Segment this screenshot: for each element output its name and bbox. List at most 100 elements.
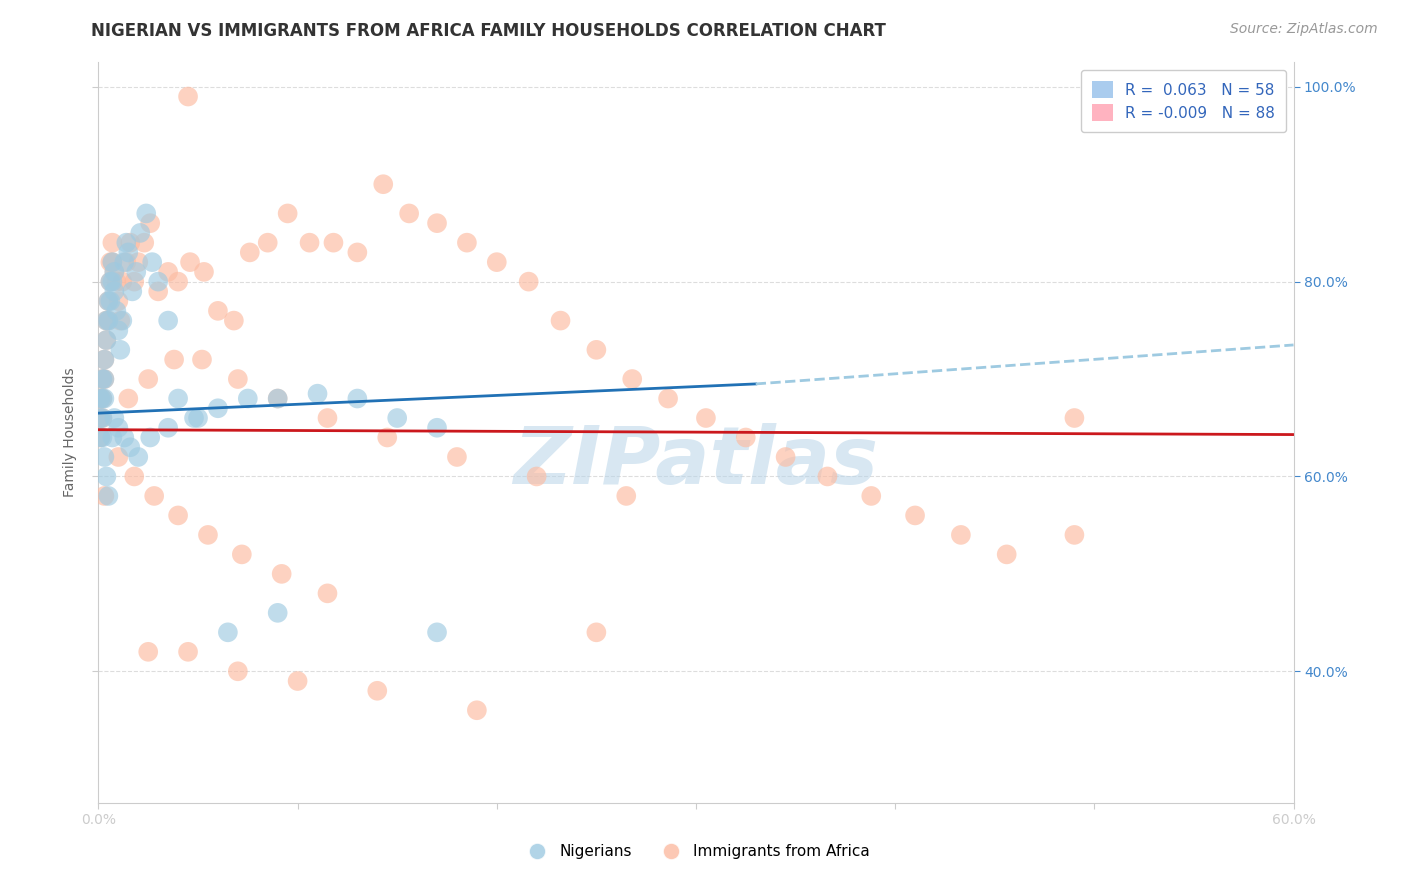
Point (103, 265, 125, 279)
Point (239, 245, 262, 260)
Point (657, 392, 679, 406)
Point (366, 683, 388, 698)
Point (127, 255, 149, 269)
Point (217, 625, 239, 640)
Point (307, 386, 329, 401)
Point (121, 285, 143, 299)
Point (117, 392, 139, 406)
Point (287, 673, 309, 688)
Point (456, 235, 478, 250)
Point (91, 430, 114, 444)
Point (614, 489, 637, 503)
Legend: Nigerians, Immigrants from Africa: Nigerians, Immigrants from Africa (516, 838, 876, 865)
Point (695, 411, 717, 425)
Point (141, 255, 163, 269)
Point (91, 392, 114, 406)
Point (136, 645, 159, 659)
Point (93, 372, 115, 386)
Point (103, 411, 125, 425)
Point (346, 392, 368, 406)
Point (267, 392, 290, 406)
Point (89, 430, 111, 444)
Point (91, 411, 114, 425)
Point (139, 430, 162, 444)
Point (89, 392, 111, 406)
Point (120, 235, 142, 250)
Point (860, 489, 883, 503)
Point (117, 245, 139, 260)
Point (256, 235, 278, 250)
Text: NIGERIAN VS IMMIGRANTS FROM AFRICA FAMILY HOUSEHOLDS CORRELATION CHART: NIGERIAN VS IMMIGRANTS FROM AFRICA FAMIL… (91, 22, 886, 40)
Point (815, 469, 838, 483)
Point (193, 265, 215, 279)
Point (385, 411, 409, 425)
Text: ZIPatlas: ZIPatlas (513, 423, 879, 501)
Point (91, 372, 114, 386)
Point (93, 450, 115, 464)
Point (426, 625, 449, 640)
Point (107, 294, 129, 309)
Point (775, 450, 797, 464)
Point (115, 235, 138, 250)
Point (167, 508, 190, 523)
Point (98, 275, 122, 289)
Point (734, 430, 756, 444)
Point (101, 255, 124, 269)
Point (124, 469, 146, 483)
Point (177, 89, 200, 103)
Point (197, 528, 219, 542)
Text: Source: ZipAtlas.com: Source: ZipAtlas.com (1230, 22, 1378, 37)
Point (231, 548, 253, 562)
Point (98, 294, 122, 309)
Point (105, 303, 128, 318)
Point (167, 392, 190, 406)
Point (426, 421, 449, 435)
Point (298, 235, 321, 250)
Point (139, 216, 162, 230)
Y-axis label: Family Households: Family Households (63, 368, 77, 498)
Point (110, 343, 132, 357)
Point (96, 333, 118, 347)
Point (163, 352, 186, 367)
Point (426, 216, 449, 230)
Point (270, 566, 292, 581)
Point (191, 352, 214, 367)
Point (949, 528, 972, 542)
Point (621, 372, 644, 386)
Point (585, 343, 607, 357)
Point (446, 450, 468, 464)
Point (124, 275, 146, 289)
Point (112, 430, 135, 444)
Point (517, 275, 540, 289)
Point (115, 255, 138, 269)
Point (187, 411, 209, 425)
Point (134, 235, 156, 250)
Point (465, 703, 488, 717)
Point (167, 275, 190, 289)
Point (93, 352, 115, 367)
Point (101, 430, 124, 444)
Point (267, 392, 290, 406)
Point (143, 489, 166, 503)
Point (550, 313, 572, 327)
Point (226, 372, 249, 386)
Point (1063, 411, 1085, 425)
Point (148, 275, 170, 289)
Point (96, 313, 118, 327)
Point (89, 411, 111, 425)
Point (136, 372, 159, 386)
Point (316, 411, 339, 425)
Point (97, 294, 120, 309)
Point (110, 313, 132, 327)
Point (89, 430, 111, 444)
Point (526, 469, 548, 483)
Point (93, 352, 115, 367)
Point (93, 489, 115, 503)
Point (129, 226, 152, 240)
Point (98, 255, 122, 269)
Point (120, 440, 142, 454)
Point (157, 421, 180, 435)
Point (107, 323, 129, 337)
Point (207, 303, 229, 318)
Point (316, 586, 339, 600)
